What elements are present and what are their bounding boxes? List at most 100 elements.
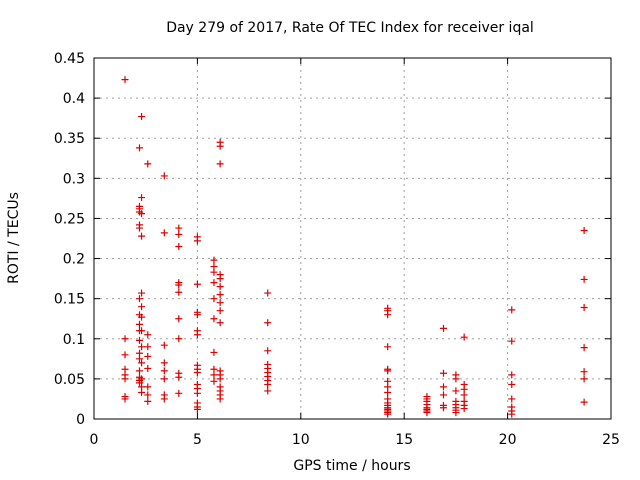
data-point (160, 367, 168, 375)
data-point (135, 367, 143, 375)
y-tick-label: 0.45 (54, 51, 85, 67)
data-point (216, 275, 224, 283)
data-point (210, 315, 218, 323)
data-point (160, 172, 168, 180)
data-point (264, 381, 272, 389)
x-axis-label: GPS time / hours (293, 458, 410, 474)
data-point (175, 243, 183, 251)
data-point (193, 237, 201, 245)
data-point (160, 341, 168, 349)
y-tick-label: 0.25 (54, 211, 85, 227)
data-point (193, 389, 201, 397)
data-point (135, 224, 143, 232)
grid-lines (94, 58, 611, 419)
chart-title: Day 279 of 2017, Rate Of TEC Index for r… (166, 20, 534, 36)
data-point (460, 391, 468, 399)
data-point (216, 283, 224, 291)
data-point (135, 320, 143, 328)
data-point (138, 232, 146, 240)
x-tick-label: 10 (292, 432, 310, 448)
data-point (210, 268, 218, 276)
data-point (210, 377, 218, 385)
data-point (384, 343, 392, 351)
data-point (580, 303, 588, 311)
data-point (216, 375, 224, 383)
data-point (384, 311, 392, 319)
data-point (264, 347, 272, 355)
data-point (452, 375, 460, 383)
data-point (138, 343, 146, 351)
data-point (193, 311, 201, 319)
data-point (175, 315, 183, 323)
data-point (580, 375, 588, 383)
data-point (439, 404, 447, 412)
data-point (138, 313, 146, 321)
data-point (175, 281, 183, 289)
data-point (210, 295, 218, 303)
data-point (384, 367, 392, 375)
data-point (175, 389, 183, 397)
data-point (144, 397, 152, 405)
data-point (580, 226, 588, 234)
x-tick-label: 0 (90, 432, 99, 448)
data-point (138, 389, 146, 397)
data-point (216, 299, 224, 307)
data-point (460, 405, 468, 413)
data-point (439, 369, 447, 377)
data-point (138, 359, 146, 367)
data-point (160, 229, 168, 237)
data-point (264, 387, 272, 395)
data-point (210, 371, 218, 379)
data-point (384, 410, 392, 418)
data-point (144, 160, 152, 168)
y-tick-label: 0.05 (54, 372, 85, 388)
y-axis-label: ROTI / TECUs (6, 192, 22, 284)
data-point (144, 391, 152, 399)
data-point (580, 275, 588, 283)
data-point (508, 381, 516, 389)
data-point (121, 76, 129, 84)
data-point (144, 352, 152, 360)
x-tick-label: 15 (395, 432, 413, 448)
data-point (135, 355, 143, 363)
data-point (175, 373, 183, 381)
y-tick-label: 0.3 (63, 171, 85, 187)
data-point (138, 375, 146, 383)
data-point (508, 395, 516, 403)
data-point (452, 409, 460, 417)
data-point (138, 289, 146, 297)
data-point (439, 383, 447, 391)
data-point (160, 395, 168, 403)
data-point (135, 379, 143, 387)
data-point (138, 327, 146, 335)
data-point (135, 144, 143, 152)
x-tick-label: 20 (499, 432, 517, 448)
data-point (138, 113, 146, 121)
data-point (138, 194, 146, 202)
data-point (121, 395, 129, 403)
data-point (175, 230, 183, 238)
data-point (452, 387, 460, 395)
data-point (264, 289, 272, 297)
data-point (138, 210, 146, 218)
data-point (175, 224, 183, 232)
data-point (423, 409, 431, 417)
y-tick-label: 0.4 (63, 91, 85, 107)
data-point (216, 160, 224, 168)
y-tick-label: 0.1 (63, 332, 85, 348)
data-point (121, 375, 129, 383)
data-point (508, 410, 516, 418)
data-point (580, 344, 588, 352)
data-point (121, 335, 129, 343)
x-tick-label: 25 (602, 432, 620, 448)
y-tick-label: 0.35 (54, 131, 85, 147)
data-point (144, 331, 152, 339)
data-point (508, 306, 516, 314)
data-point (264, 319, 272, 327)
data-point (580, 398, 588, 406)
data-point (216, 395, 224, 403)
data-point (193, 405, 201, 413)
plot-frame (93, 57, 612, 420)
data-point (138, 303, 146, 311)
x-tick-label: 5 (193, 432, 202, 448)
